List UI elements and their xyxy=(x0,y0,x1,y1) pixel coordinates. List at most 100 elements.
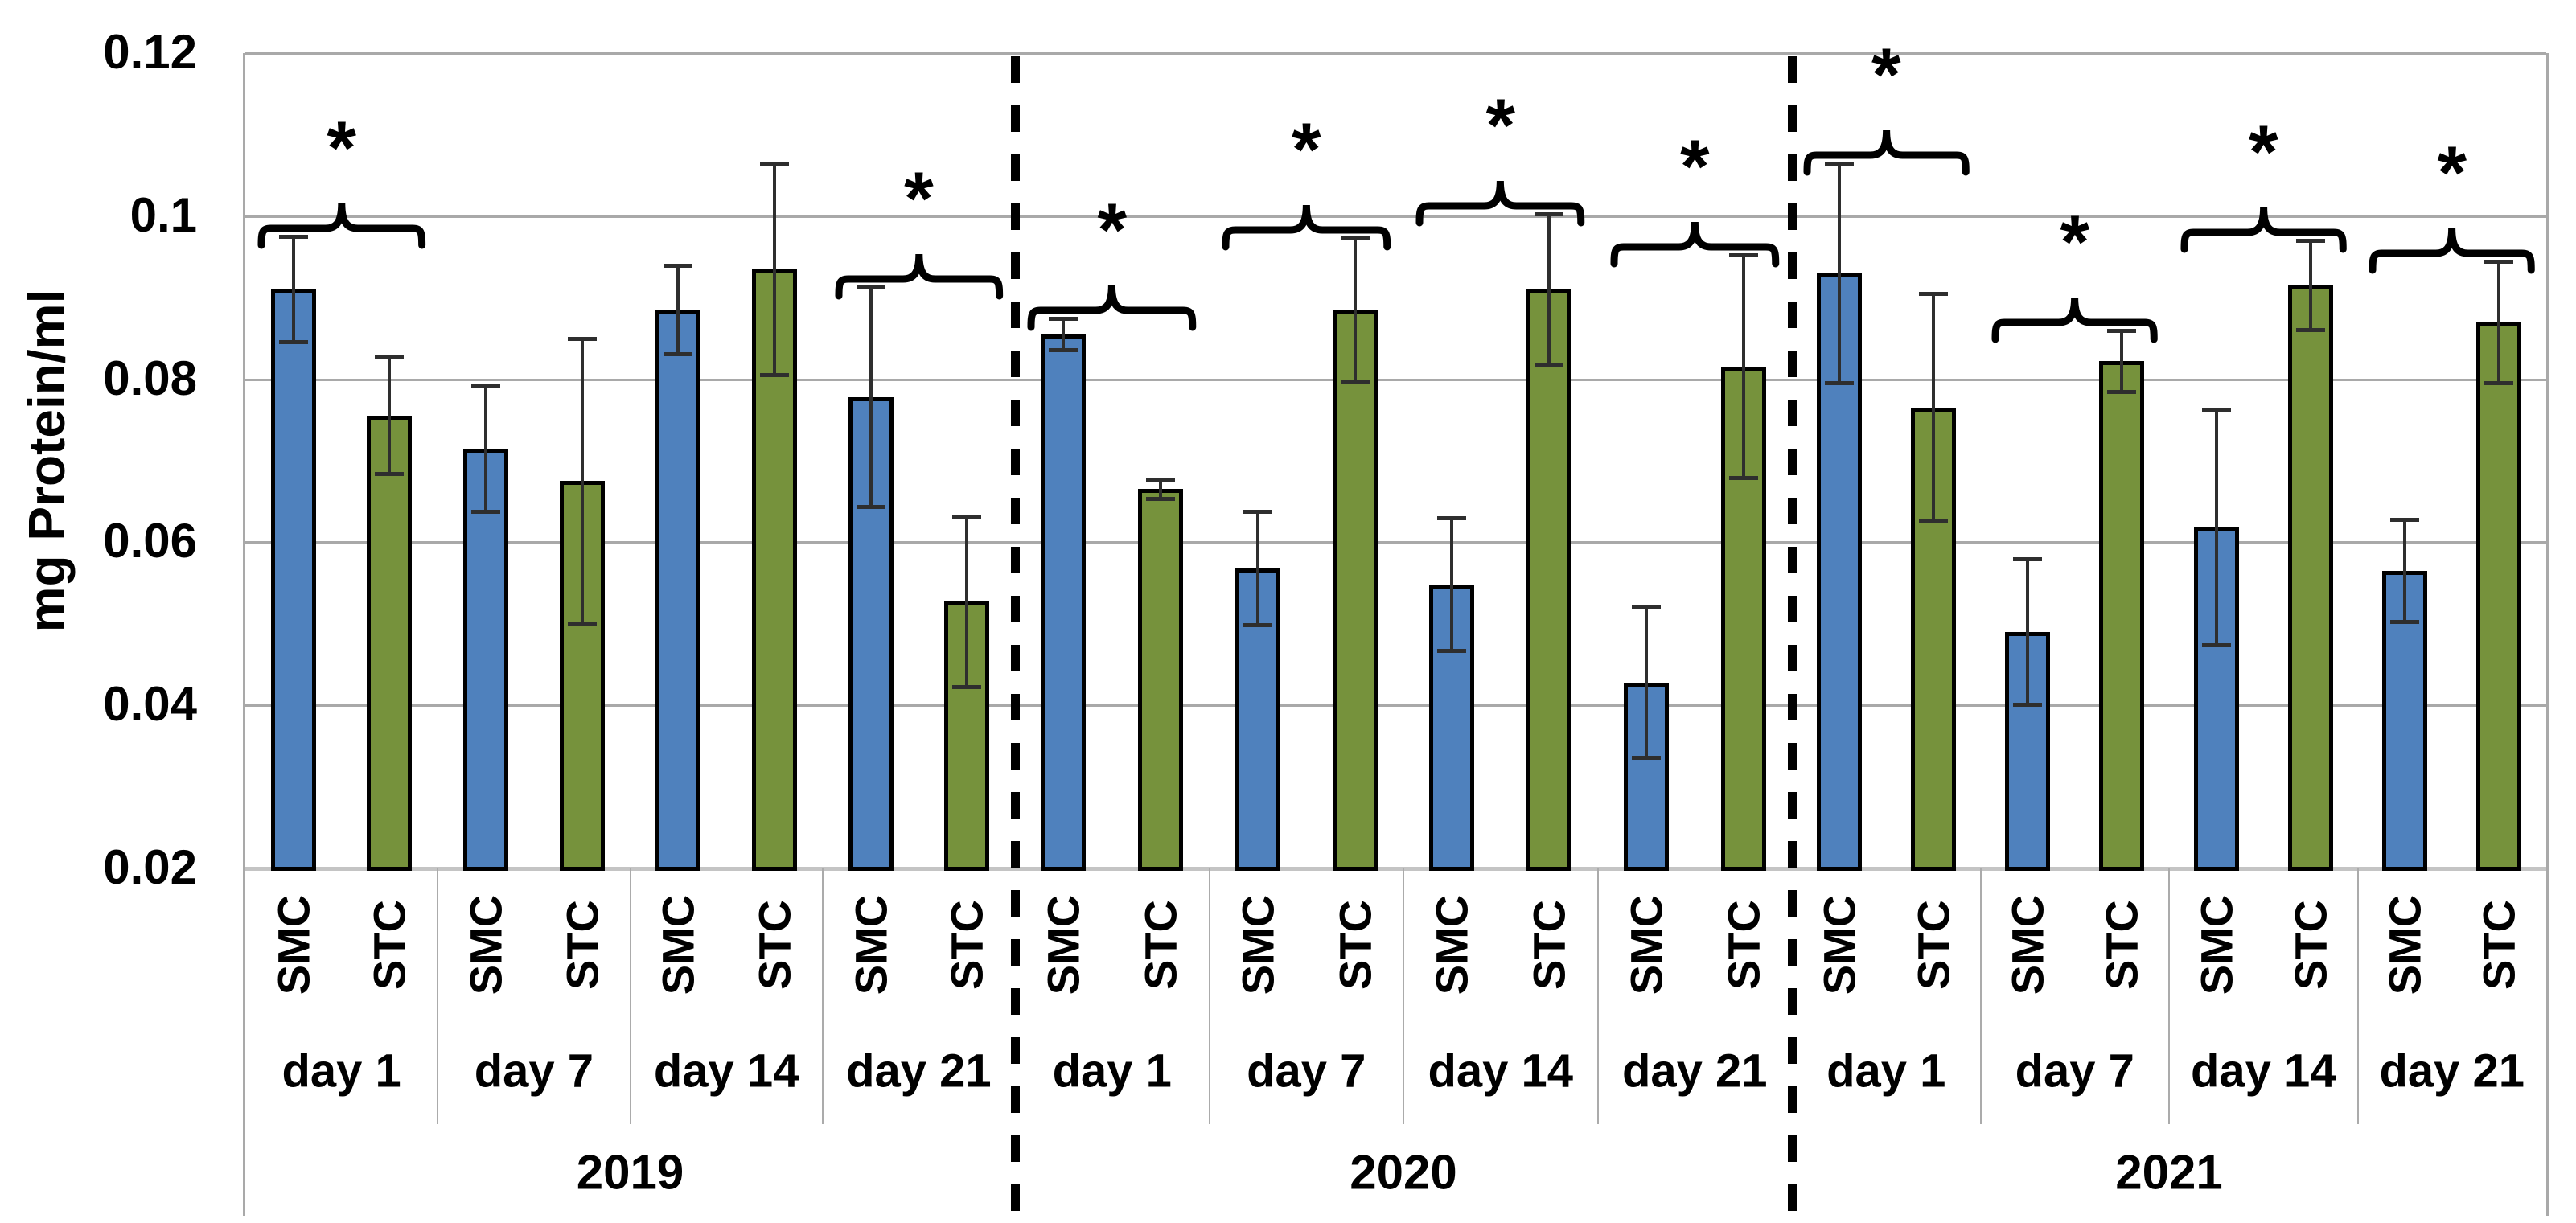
error-bar-cap xyxy=(1631,605,1661,609)
error-bar xyxy=(484,384,488,512)
year-label: 2021 xyxy=(2115,1145,2223,1200)
bar-stc xyxy=(1332,310,1378,871)
y-tick-label: 0.08 xyxy=(103,351,197,405)
day-separator-line xyxy=(437,868,439,1124)
plot-left-border xyxy=(243,53,245,1216)
significance-brace xyxy=(257,203,425,249)
year-label: 2020 xyxy=(1350,1145,1457,1200)
error-bar-cap xyxy=(856,285,885,290)
significance-asterisk: * xyxy=(2437,129,2467,215)
gridline xyxy=(245,215,2546,218)
bar-smc xyxy=(1041,334,1087,871)
error-bar-cap xyxy=(664,352,693,357)
significance-brace xyxy=(1415,180,1585,227)
series-label: STC xyxy=(557,900,608,990)
error-bar xyxy=(2026,558,2030,706)
series-label: STC xyxy=(749,900,800,990)
error-bar xyxy=(1741,255,1745,479)
error-bar-cap xyxy=(2484,380,2514,385)
series-label: SMC xyxy=(2002,894,2053,995)
error-bar-cap xyxy=(1243,622,1272,627)
error-bar xyxy=(2214,409,2218,646)
series-label: SMC xyxy=(2191,894,2242,995)
series-label: SMC xyxy=(1037,894,1089,995)
significance-asterisk: * xyxy=(1485,82,1516,167)
gridline xyxy=(245,378,2546,381)
error-bar xyxy=(2403,519,2407,622)
error-bar-cap xyxy=(1631,756,1661,761)
error-bar xyxy=(291,236,295,343)
error-bar-cap xyxy=(1437,515,1467,520)
error-bar-cap xyxy=(1824,161,1854,166)
y-tick-label: 0.06 xyxy=(103,514,197,568)
error-bar-cap xyxy=(567,336,597,341)
y-tick-label: 0.12 xyxy=(103,25,197,80)
error-bar xyxy=(2308,240,2312,330)
significance-brace xyxy=(1222,205,1391,251)
error-bar-cap xyxy=(471,509,501,514)
year-divider-dashed-line xyxy=(1011,56,1020,1216)
error-bar xyxy=(1644,606,1648,759)
series-label: SMC xyxy=(652,894,704,995)
day-label: day 21 xyxy=(1621,1044,1768,1098)
error-bar-cap xyxy=(759,372,789,377)
error-bar-cap xyxy=(2390,518,2420,522)
bar-stc xyxy=(2099,361,2145,871)
error-bar-cap xyxy=(1728,253,1758,258)
day-label: day 14 xyxy=(1428,1044,1574,1098)
significance-asterisk: * xyxy=(1097,187,1128,272)
day-separator-line xyxy=(2356,868,2359,1124)
error-bar-cap xyxy=(1146,478,1176,482)
year-divider-dashed-line xyxy=(1788,56,1797,1216)
series-label: STC xyxy=(1908,900,1959,990)
day-separator-line xyxy=(1403,868,1404,1124)
bar-stc xyxy=(367,416,413,871)
day-separator-line xyxy=(1208,868,1210,1124)
bar-smc xyxy=(2005,631,2051,871)
series-label: STC xyxy=(1135,900,1186,990)
error-bar-cap xyxy=(1728,476,1758,481)
error-bar-cap xyxy=(759,161,789,166)
bar-stc xyxy=(2287,285,2333,871)
error-bar-cap xyxy=(2295,327,2325,332)
error-bar-cap xyxy=(278,339,308,344)
error-bar xyxy=(1353,238,1357,382)
error-bar-cap xyxy=(2107,389,2137,394)
error-bar xyxy=(965,515,969,687)
error-bar-cap xyxy=(1437,649,1467,654)
series-label: SMC xyxy=(2379,894,2430,995)
gridline xyxy=(245,704,2546,708)
series-label: STC xyxy=(2096,900,2147,990)
error-bar-cap xyxy=(1340,379,1370,384)
error-bar xyxy=(1255,511,1259,626)
error-bar xyxy=(1547,213,1551,366)
significance-asterisk: * xyxy=(1679,124,1710,209)
day-label: day 14 xyxy=(2190,1044,2336,1098)
bar-stc xyxy=(1138,489,1184,871)
error-bar-cap xyxy=(1918,519,1948,524)
error-bar xyxy=(2120,330,2124,392)
error-bar-cap xyxy=(1243,509,1272,514)
significance-asterisk: * xyxy=(2060,199,2090,284)
series-label: STC xyxy=(2285,900,2336,990)
significance-brace xyxy=(2369,228,2535,274)
series-label: STC xyxy=(1523,900,1575,990)
significance-asterisk: * xyxy=(904,156,934,241)
bar-smc xyxy=(1816,273,1862,871)
day-label: day 1 xyxy=(1052,1044,1172,1098)
significance-brace xyxy=(1027,285,1197,331)
error-bar xyxy=(869,287,873,507)
y-tick-label: 0.02 xyxy=(103,840,197,895)
significance-asterisk: * xyxy=(327,105,356,191)
error-bar-cap xyxy=(2295,239,2325,244)
y-tick-label: 0.1 xyxy=(129,187,197,242)
bar-smc xyxy=(270,289,316,871)
error-bar-cap xyxy=(2201,643,2231,648)
significance-brace xyxy=(1991,297,2158,343)
error-bar xyxy=(388,357,392,475)
bar-stc xyxy=(559,481,605,871)
day-label: day 7 xyxy=(474,1044,594,1098)
series-label: STC xyxy=(1718,900,1769,990)
bar-smc xyxy=(463,448,509,871)
